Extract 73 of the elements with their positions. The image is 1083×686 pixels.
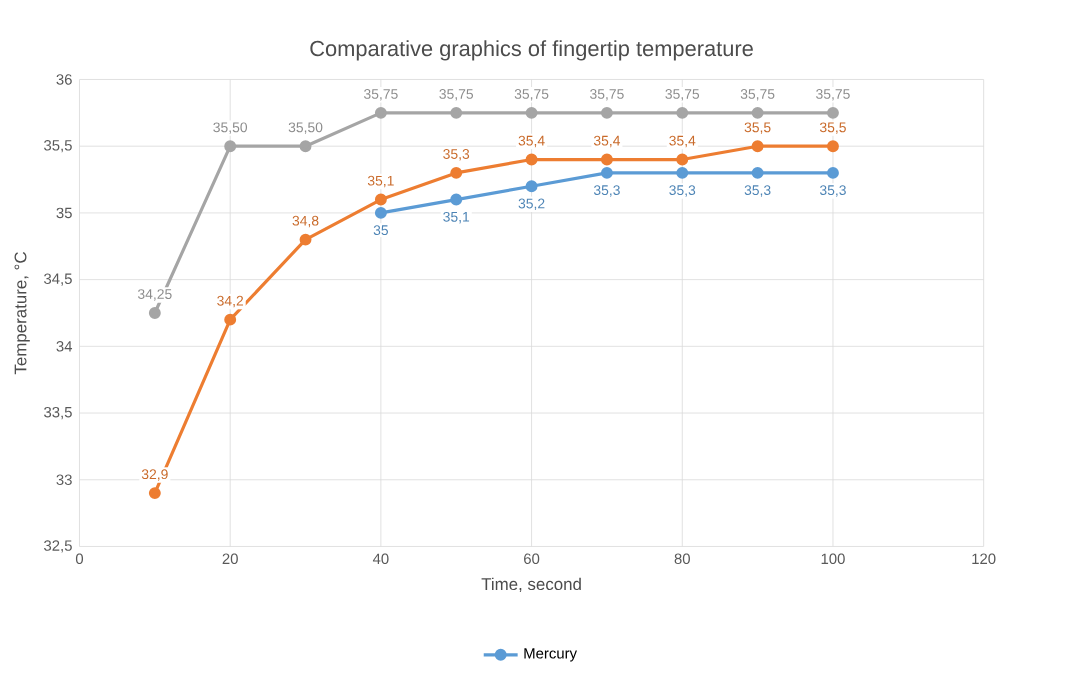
y-tick-label: 36 xyxy=(56,74,72,85)
x-tick-label: 40 xyxy=(372,553,389,565)
point xyxy=(827,167,839,180)
data-label: 35,75 xyxy=(816,89,850,101)
point xyxy=(299,140,312,153)
data-label: 35,50 xyxy=(213,122,248,135)
data-label: 35 xyxy=(373,225,389,236)
data-label: 35,1 xyxy=(367,175,394,188)
point xyxy=(600,167,613,180)
data-label: 35,3 xyxy=(819,185,846,197)
point xyxy=(450,193,463,206)
y-tick-label: 35,5 xyxy=(44,140,72,153)
data-label: 35,1 xyxy=(443,212,470,224)
x-axis-title: Time, second xyxy=(481,577,581,593)
data-label: 35,75 xyxy=(665,89,700,101)
legend-label: Mercury xyxy=(524,648,577,662)
x-tick-label: 0 xyxy=(75,553,84,565)
data-label: 35,4 xyxy=(669,135,696,148)
point xyxy=(751,167,764,180)
point xyxy=(525,153,538,166)
data-label: 35,5 xyxy=(819,122,846,135)
x-tick-label: 120 xyxy=(972,553,996,565)
point xyxy=(751,140,764,153)
y-axis-title: Temperature, °C xyxy=(14,252,30,375)
data-label: 35,75 xyxy=(514,89,549,101)
data-label: 35,75 xyxy=(439,89,474,101)
point xyxy=(450,167,463,180)
data-label: 35,3 xyxy=(443,149,470,161)
point xyxy=(148,307,161,320)
point xyxy=(676,153,689,166)
data-label: 35,2 xyxy=(518,198,545,211)
data-label: 35,75 xyxy=(590,89,624,101)
point xyxy=(148,487,161,500)
x-tick-label: 100 xyxy=(821,553,845,565)
point xyxy=(525,180,538,193)
data-label: 34,25 xyxy=(137,289,172,301)
data-label: 35,75 xyxy=(740,89,775,101)
data-label: 35,5 xyxy=(744,122,771,135)
y-tick-label: 32,5 xyxy=(44,540,72,553)
point xyxy=(374,207,387,220)
x-tick-label: 20 xyxy=(222,553,238,565)
point xyxy=(450,107,463,120)
point xyxy=(224,140,237,153)
x-tick-label: 60 xyxy=(524,553,540,565)
data-label: 35,3 xyxy=(593,185,620,197)
y-tick-label: 35 xyxy=(56,207,72,219)
data-label: 35,75 xyxy=(364,89,398,101)
y-tick-label: 34 xyxy=(56,341,73,352)
data-label: 35,3 xyxy=(669,185,696,197)
data-label: 35,50 xyxy=(288,122,323,135)
point xyxy=(525,107,538,120)
point xyxy=(751,107,764,120)
data-label: 35,4 xyxy=(593,135,621,148)
point xyxy=(827,107,839,120)
point xyxy=(374,107,387,120)
x-tick-label: 80 xyxy=(674,553,690,565)
y-tick-label: 33,5 xyxy=(44,407,72,420)
point xyxy=(224,313,237,326)
point xyxy=(676,167,689,180)
data-label: 35,3 xyxy=(744,185,771,197)
point xyxy=(600,153,613,166)
data-label: 32,9 xyxy=(141,469,168,481)
data-label: 35,4 xyxy=(518,135,545,148)
point xyxy=(676,107,689,120)
data-label: 34,8 xyxy=(292,216,319,228)
y-tick-label: 33 xyxy=(56,474,72,486)
point xyxy=(374,193,387,206)
point xyxy=(600,107,613,120)
y-tick-label: 34,5 xyxy=(44,273,72,286)
point xyxy=(827,140,839,153)
data-label: 34,2 xyxy=(217,296,244,308)
point xyxy=(299,233,312,246)
chart-title: Comparative graphics of fingertip temperature xyxy=(310,40,753,61)
